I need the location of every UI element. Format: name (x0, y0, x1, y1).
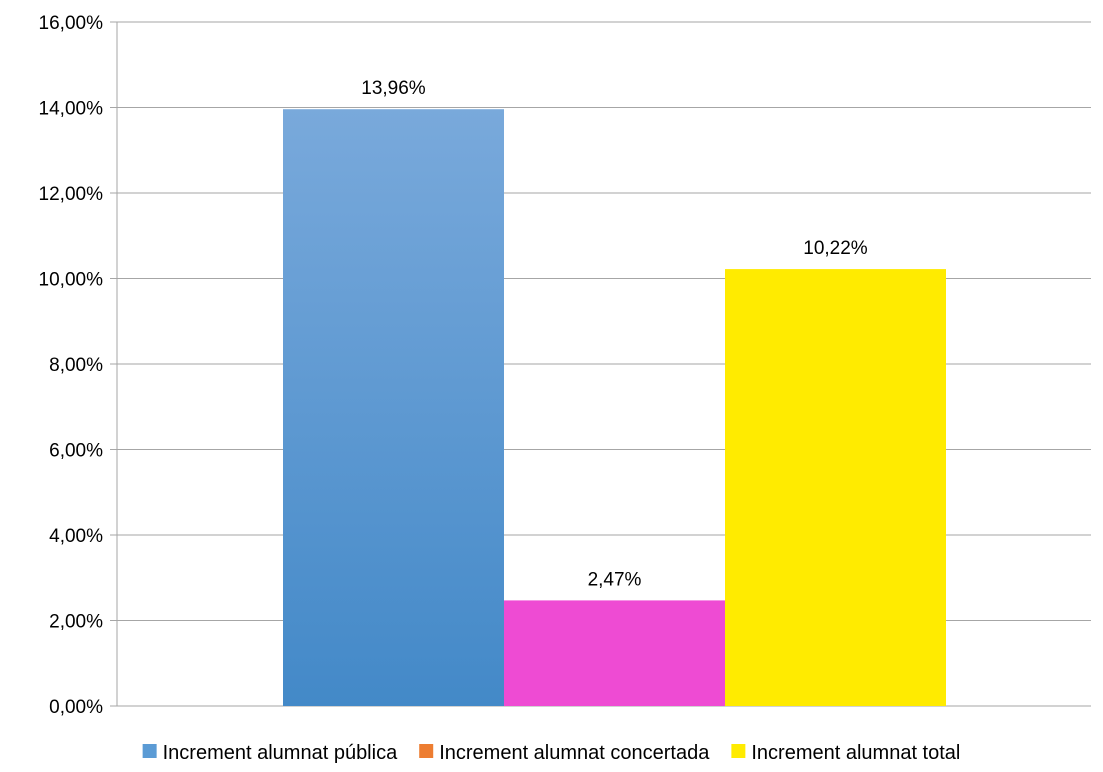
gridlines (110, 21, 1091, 707)
bar-1 (504, 600, 725, 706)
y-tick-label-3: 6,00% (49, 441, 103, 462)
legend-swatch-2 (731, 744, 746, 758)
legend-item-2: Increment alumnat total (731, 742, 960, 764)
bars (283, 109, 946, 706)
data-label-0: 13,96% (361, 78, 426, 99)
legend-label-1: Increment alumnat concertada (439, 742, 710, 764)
legend-swatch-0 (142, 744, 157, 758)
data-label-1: 2,47% (588, 569, 642, 590)
y-tick-label-2: 4,00% (49, 526, 103, 547)
legend-item-1: Increment alumnat concertada (419, 742, 710, 764)
legend-label-2: Increment alumnat total (751, 742, 960, 764)
legend-label-0: Increment alumnat pública (163, 742, 398, 764)
y-tick-label-0: 0,00% (49, 697, 103, 718)
legend-swatch-1 (419, 744, 434, 758)
y-tick-label-5: 10,00% (39, 270, 104, 291)
y-tick-label-1: 2,00% (49, 612, 103, 633)
bar-2 (725, 269, 946, 706)
y-tick-label-7: 14,00% (39, 99, 104, 120)
y-tick-label-6: 12,00% (39, 184, 104, 205)
y-tick-label-4: 8,00% (49, 355, 103, 376)
legend-item-0: Increment alumnat pública (142, 742, 398, 764)
legend: Increment alumnat pública Increment alumn… (142, 742, 960, 764)
bar-0 (283, 109, 504, 706)
data-labels: 13,96% 2,47% 10,22% (361, 78, 868, 590)
y-tick-label-8: 16,00% (39, 13, 104, 34)
y-axis: 0,00% 2,00% 4,00% 6,00% 8,00% 10,00% 12,00% 14,… (39, 13, 118, 718)
data-label-2: 10,22% (803, 238, 868, 259)
